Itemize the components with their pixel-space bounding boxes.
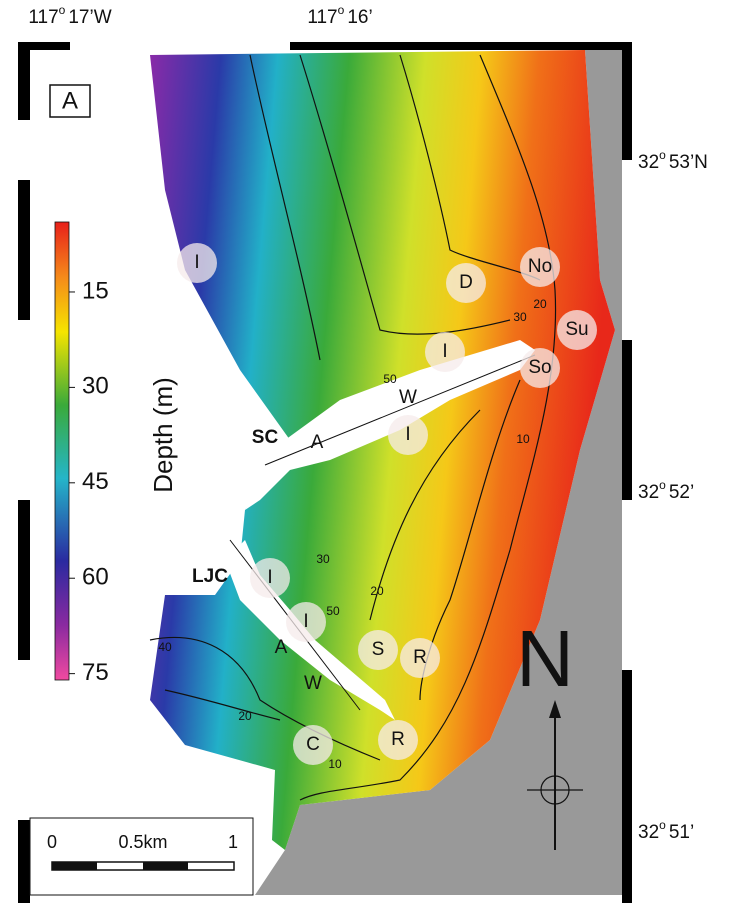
scale-label: 0.5km — [118, 832, 167, 852]
coord-deg: 32 — [638, 822, 659, 843]
site-label: C — [306, 734, 320, 755]
contour-label: 20 — [238, 709, 252, 723]
site-label: So — [528, 357, 551, 378]
site-label: I — [442, 341, 447, 362]
site-label: I — [267, 567, 272, 588]
site-label: W — [399, 387, 417, 408]
coord-min: 51’ — [669, 822, 694, 843]
map-figure: A Depth (m) N 117o17’W117o16’32o53’N32o5… — [0, 0, 739, 903]
site-label: No — [528, 256, 552, 277]
colorbar-tick-label: 30 — [82, 373, 109, 400]
canyon-label: LJC — [192, 566, 228, 587]
contour-label: 50 — [383, 372, 397, 386]
colorbar-tick-label: 15 — [82, 277, 109, 304]
coord-sup: o — [659, 818, 666, 832]
contour-label: 10 — [516, 432, 530, 446]
coord-sup: o — [659, 148, 666, 162]
colorbar-tick-label: 45 — [82, 468, 109, 495]
coord-deg: 117 — [28, 7, 58, 28]
north-label: N — [516, 614, 574, 703]
contour-label: 10 — [328, 757, 342, 771]
contour-label: 40 — [158, 640, 172, 654]
site-label: R — [391, 729, 405, 750]
site-label: I — [405, 424, 410, 445]
scale-bar-seg — [143, 862, 188, 870]
site-label: A — [311, 432, 324, 453]
site-label: R — [413, 647, 427, 668]
coord-min: 17’W — [68, 7, 111, 28]
contour-label: 20 — [370, 584, 384, 598]
site-label: I — [303, 611, 308, 632]
page: {"longitude_labels": [{"deg": "117", "su… — [0, 0, 739, 903]
coord-sup: o — [338, 3, 345, 17]
colorbar — [55, 222, 69, 680]
coord-min: 53’N — [669, 152, 708, 173]
site-label: W — [304, 673, 322, 694]
contour-label: 50 — [326, 604, 340, 618]
colorbar-label: Depth (m) — [148, 377, 178, 493]
coord-sup: o — [59, 3, 66, 17]
site-label: D — [459, 272, 473, 293]
coord-deg: 117 — [307, 7, 337, 28]
contour-label: 20 — [533, 297, 547, 311]
site-label: A — [275, 637, 288, 658]
site-label: S — [372, 639, 385, 660]
coord-min: 16’ — [347, 7, 372, 28]
scale-bar-seg — [52, 862, 97, 870]
coord-min: 52’ — [669, 482, 694, 503]
scale-box — [30, 818, 253, 895]
coord-deg: 32 — [638, 482, 659, 503]
colorbar-tick-label: 75 — [82, 659, 109, 686]
canyon-label: SC — [252, 427, 279, 448]
scale-label: 0 — [47, 832, 57, 852]
panel-label: A — [62, 87, 78, 114]
coord-deg: 32 — [638, 152, 659, 173]
contour-label: 30 — [513, 310, 527, 324]
scale-label: 1 — [228, 832, 238, 852]
site-label: I — [194, 252, 199, 273]
site-label: Su — [565, 319, 588, 340]
coord-sup: o — [659, 478, 666, 492]
colorbar-tick-label: 60 — [82, 564, 109, 591]
contour-label: 30 — [316, 552, 330, 566]
